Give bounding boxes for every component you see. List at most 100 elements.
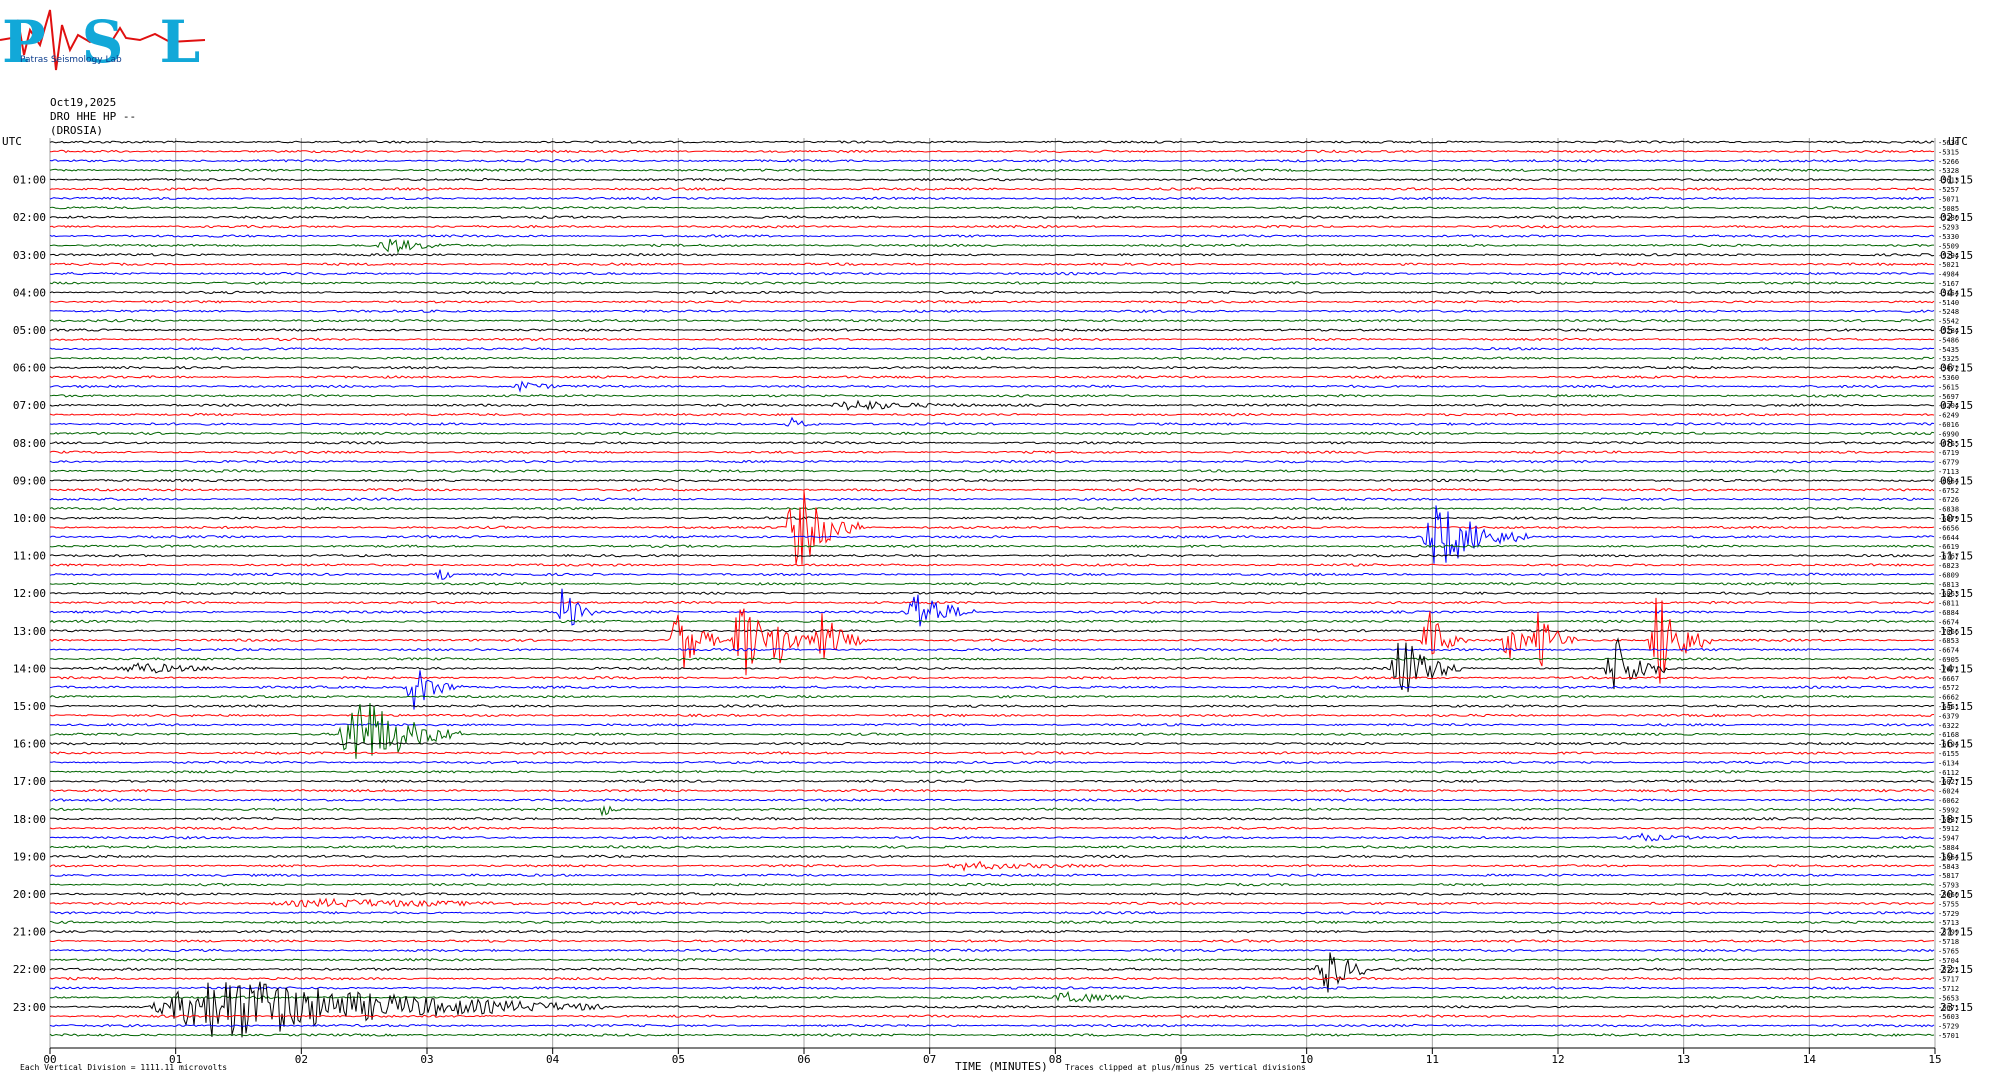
trace-offset-87: -5765: [1938, 947, 1959, 955]
trace-row-67: [49, 760, 1935, 765]
trace-row-19: [49, 309, 1935, 313]
x-tick-label-12: 12: [1551, 1053, 1564, 1066]
trace-row-47: [49, 569, 1935, 580]
trace-row-93: [49, 981, 1935, 1038]
trace-row-84: [49, 920, 1935, 925]
hour-label-21:00: 21:00: [13, 926, 46, 939]
hour-label-20:00: 20:00: [13, 888, 46, 901]
trace-offset-10: -5293: [1938, 224, 1959, 232]
logo-subtitle: Patras Seismology Lab: [20, 55, 122, 65]
trace-row-80: [49, 882, 1935, 887]
trace-row-24: [49, 356, 1935, 361]
trace-row-11: [49, 234, 1935, 238]
trace-row-66: [49, 751, 1935, 755]
trace-row-78: [49, 860, 1935, 872]
trace-offset-14: -5021: [1938, 261, 1959, 269]
trace-offset-52: -6674: [1938, 618, 1959, 626]
hour-label-11:00: 11:00: [13, 550, 46, 563]
hour-label-right-09:15: 09:15: [1940, 474, 1973, 487]
hour-label-right-03:15: 03:15: [1940, 249, 1973, 262]
trace-row-88: [50, 957, 1935, 962]
trace-row-72: [49, 805, 1935, 817]
trace-offset-58: -6667: [1938, 675, 1959, 683]
trace-offset-68: -6112: [1938, 769, 1959, 777]
x-axis-title: TIME (MINUTES): [955, 1060, 1048, 1073]
trace-offset-9: -5280: [1938, 214, 1959, 222]
trace-offset-66: -6155: [1938, 750, 1959, 758]
trace-row-57: [49, 637, 1935, 693]
trace-row-85: [49, 929, 1935, 934]
trace-row-43: [49, 505, 1935, 564]
trace-offset-95: -5729: [1938, 1023, 1959, 1031]
logo-letters: PSL: [2, 8, 210, 76]
trace-row-92: [50, 990, 1935, 1003]
trace-row-71: [49, 798, 1935, 802]
hour-label-right-20:15: 20:15: [1940, 888, 1973, 901]
trace-offset-24: -5325: [1938, 355, 1959, 363]
trace-row-20: [49, 318, 1935, 323]
trace-offset-77: -5864: [1938, 853, 1959, 861]
hour-label-07:00: 07:00: [13, 399, 46, 412]
trace-row-2: [49, 149, 1935, 154]
trace-row-64: [49, 702, 1935, 759]
hour-label-09:00: 09:00: [13, 474, 46, 487]
trace-row-73: [49, 816, 1935, 821]
trace-row-42: [50, 490, 1935, 565]
trace-offset-69: -6027: [1938, 778, 1959, 786]
trace-offset-28: -5697: [1938, 393, 1959, 401]
hour-label-right-07:15: 07:15: [1940, 399, 1973, 412]
trace-offset-84: -5713: [1938, 919, 1959, 927]
trace-row-29: [49, 399, 1935, 411]
trace-offset-42: -6656: [1938, 524, 1959, 532]
trace-row-12: [49, 238, 1934, 254]
trace-row-70: [49, 788, 1935, 793]
right-axis-title: UTC: [1948, 135, 1968, 148]
trace-row-50: [49, 600, 1935, 605]
trace-row-89: [49, 952, 1935, 993]
hour-label-right-19:15: 19:15: [1940, 850, 1973, 863]
trace-row-35: [49, 459, 1935, 464]
x-axis-tick-labels: 00 01 02 03 04 05 06 07 08 09 10 11 12 13 14 15: [43, 1048, 1942, 1066]
trace-offset-63: -6322: [1938, 722, 1959, 730]
hour-label-13:00: 13:00: [13, 625, 46, 638]
vertical-division-note: Each Vertical Division = 1111.11 microvo…: [20, 1063, 227, 1072]
hour-label-18:00: 18:00: [13, 813, 46, 826]
trace-offset-56: -6905: [1938, 656, 1959, 664]
hour-label-right-05:15: 05:15: [1940, 324, 1973, 337]
trace-row-7: [49, 196, 1935, 201]
chart-date: Oct19,2025: [50, 96, 117, 109]
trace-row-25: [49, 365, 1935, 370]
trace-row-60: [49, 694, 1935, 699]
trace-offset-81: -5660: [1938, 891, 1959, 899]
trace-row-82: [49, 897, 1935, 908]
hour-label-05:00: 05:00: [13, 324, 46, 337]
trace-offset-78: -5843: [1938, 863, 1959, 871]
trace-offset-15: -4984: [1938, 271, 1959, 279]
hour-label-right-21:15: 21:15: [1940, 926, 1973, 939]
trace-offset-38: -6752: [1938, 487, 1959, 495]
trace-offset-54: -6853: [1938, 637, 1959, 645]
trace-row-22: [49, 337, 1935, 342]
trace-row-46: [49, 563, 1935, 567]
trace-offset-labels: -5630-5315 -5266-5328 -5613-5257-5071 -5085…: [1938, 139, 1959, 1040]
trace-row-32: [49, 431, 1935, 436]
x-tick-label-08: 08: [1049, 1053, 1062, 1066]
hour-label-02:00: 02:00: [13, 211, 46, 224]
hour-label-right-02:15: 02:15: [1940, 211, 1973, 224]
hour-label-right-01:15: 01:15: [1940, 174, 1973, 187]
trace-offset-75: -5947: [1938, 835, 1959, 843]
trace-row-44: [49, 544, 1935, 549]
hour-label-19:00: 19:00: [13, 850, 46, 863]
trace-offset-96: -5701: [1938, 1032, 1959, 1040]
trace-offset-23: -5435: [1938, 346, 1959, 354]
trace-offset-93: -5671: [1938, 1004, 1959, 1012]
hour-label-01:00: 01:00: [13, 174, 46, 187]
trace-offset-6: -5257: [1938, 186, 1959, 194]
trace-offset-18: -5140: [1938, 299, 1959, 307]
x-tick-label-11: 11: [1426, 1053, 1439, 1066]
trace-offset-62: -6379: [1938, 712, 1959, 720]
x-tick-label-07: 07: [923, 1053, 936, 1066]
hour-label-16:00: 16:00: [13, 738, 46, 751]
trace-row-81: [49, 892, 1935, 896]
trace-offset-39: -6726: [1938, 496, 1959, 504]
